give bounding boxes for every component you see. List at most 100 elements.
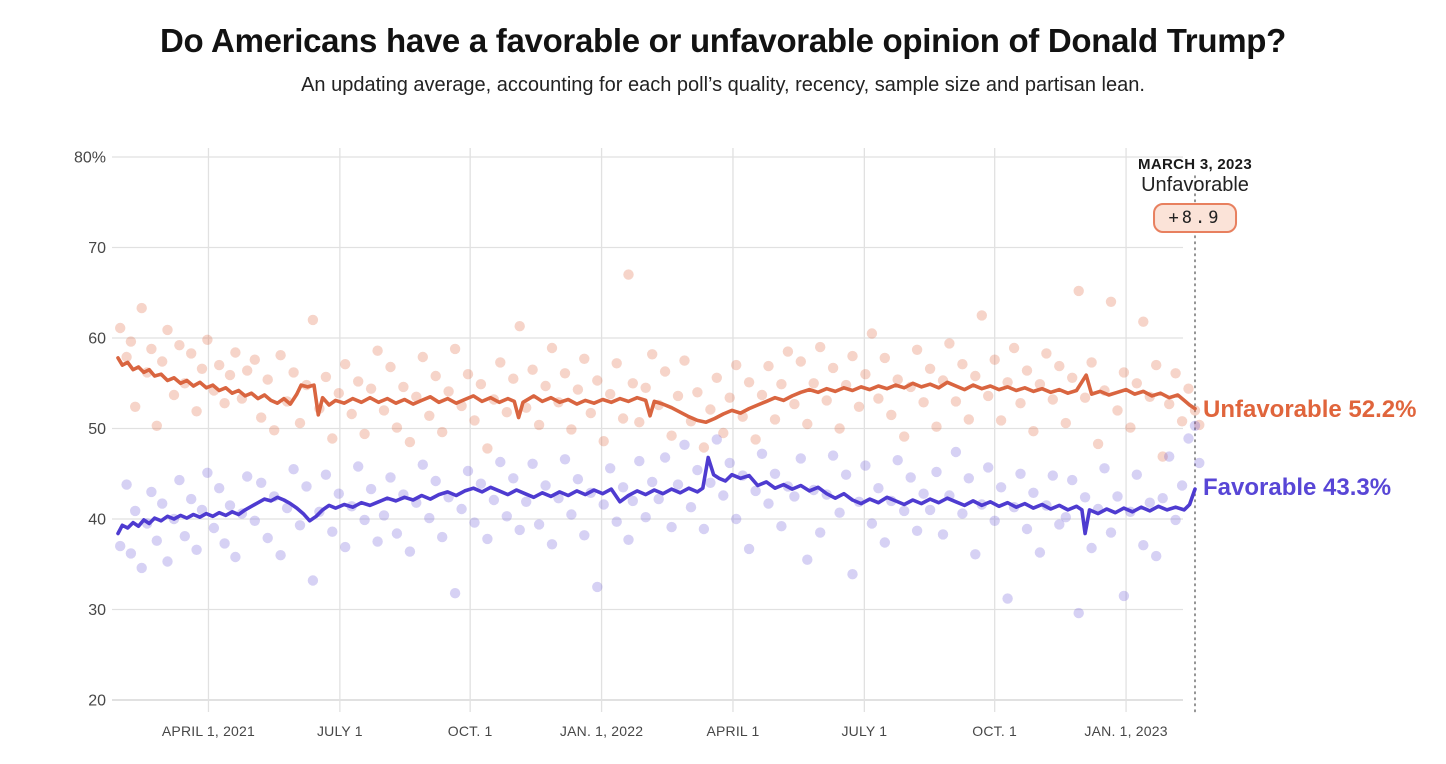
poll-dot-favorable bbox=[157, 498, 168, 509]
poll-dot-favorable bbox=[743, 543, 755, 555]
poll-dot-favorable bbox=[937, 529, 949, 540]
poll-dot-favorable bbox=[430, 475, 441, 487]
poll-dot-favorable bbox=[924, 504, 936, 516]
poll-dot-favorable bbox=[202, 467, 213, 478]
poll-dot-unfavorable bbox=[398, 381, 409, 393]
poll-dot-unfavorable bbox=[288, 367, 299, 378]
y-axis-tick-label: 40 bbox=[88, 512, 106, 529]
poll-dot-favorable bbox=[566, 509, 577, 520]
poll-dot-unfavorable bbox=[294, 417, 306, 429]
poll-dot-unfavorable bbox=[1067, 372, 1078, 383]
poll-dot-unfavorable bbox=[249, 354, 260, 365]
poll-dot-favorable bbox=[598, 499, 609, 510]
poll-dot-unfavorable bbox=[698, 442, 710, 453]
page-subtitle: An updating average, accounting for each… bbox=[301, 74, 1145, 96]
poll-dot-favorable bbox=[1118, 590, 1130, 602]
poll-dot-favorable bbox=[918, 488, 929, 499]
poll-dot-unfavorable bbox=[899, 431, 910, 442]
poll-dot-unfavorable bbox=[174, 340, 185, 351]
poll-dot-unfavorable bbox=[950, 396, 962, 407]
poll-dot-favorable bbox=[769, 468, 781, 479]
poll-dot-unfavorable bbox=[1015, 398, 1026, 409]
poll-dot-unfavorable bbox=[860, 369, 871, 380]
poll-dot-unfavorable bbox=[121, 351, 132, 363]
poll-dot-favorable bbox=[931, 466, 942, 478]
annotation-series-name: Unfavorable bbox=[1141, 174, 1249, 196]
poll-dot-favorable bbox=[1079, 492, 1091, 503]
poll-dot-favorable bbox=[640, 512, 651, 523]
poll-dot-favorable bbox=[892, 455, 903, 466]
poll-dot-unfavorable bbox=[705, 404, 716, 415]
poll-dot-favorable bbox=[756, 448, 768, 459]
poll-dot-favorable bbox=[1086, 542, 1097, 554]
poll-dot-unfavorable bbox=[275, 350, 286, 361]
poll-dot-favorable bbox=[623, 534, 634, 545]
poll-dot-unfavorable bbox=[711, 372, 722, 383]
poll-dot-unfavorable bbox=[404, 436, 416, 448]
poll-dot-favorable bbox=[281, 502, 293, 514]
poll-dot-favorable bbox=[333, 488, 344, 499]
poll-dot-favorable bbox=[125, 548, 137, 559]
poll-dot-favorable bbox=[208, 522, 220, 534]
poll-dot-favorable bbox=[963, 473, 974, 484]
poll-dot-favorable bbox=[353, 461, 364, 472]
poll-dot-unfavorable bbox=[230, 347, 241, 358]
poll-dot-unfavorable bbox=[918, 397, 929, 408]
poll-dot-favorable bbox=[611, 516, 622, 527]
poll-dot-favorable bbox=[815, 527, 826, 538]
poll-dot-favorable bbox=[1183, 433, 1194, 444]
poll-dot-favorable bbox=[1151, 550, 1162, 562]
poll-dot-favorable bbox=[130, 505, 141, 517]
poll-dot-unfavorable bbox=[911, 344, 923, 355]
poll-dot-favorable bbox=[627, 495, 638, 507]
poll-dot-unfavorable bbox=[879, 352, 890, 364]
poll-dot-unfavorable bbox=[527, 364, 538, 375]
poll-dot-favorable bbox=[301, 481, 312, 492]
poll-dot-favorable bbox=[559, 454, 571, 465]
spread-badge[interactable]: +8.9 bbox=[1152, 203, 1238, 233]
poll-dot-favorable bbox=[1176, 480, 1188, 491]
poll-dot-unfavorable bbox=[1164, 398, 1175, 410]
poll-dot-favorable bbox=[391, 528, 403, 539]
trend-line-unfavorable bbox=[116, 356, 1197, 424]
poll-dot-favorable bbox=[789, 491, 800, 502]
poll-dot-unfavorable bbox=[1131, 378, 1143, 389]
poll-dot-unfavorable bbox=[219, 398, 230, 409]
poll-dot-favorable bbox=[437, 531, 448, 543]
poll-dot-favorable bbox=[666, 521, 677, 533]
poll-dot-unfavorable bbox=[873, 393, 884, 404]
poll-dot-favorable bbox=[634, 455, 645, 467]
poll-dot-unfavorable bbox=[1047, 394, 1059, 405]
poll-dot-unfavorable bbox=[931, 421, 942, 432]
y-axis-tick-label: 30 bbox=[88, 602, 106, 619]
poll-dot-favorable bbox=[905, 472, 916, 483]
poll-dot-unfavorable bbox=[679, 355, 690, 366]
y-axis-tick-label: 70 bbox=[88, 240, 106, 257]
poll-dot-favorable bbox=[1034, 547, 1046, 558]
poll-dot-unfavorable bbox=[623, 269, 634, 280]
poll-dot-unfavorable bbox=[533, 419, 545, 431]
poll-dot-unfavorable bbox=[572, 384, 584, 395]
poll-dot-unfavorable bbox=[508, 373, 519, 384]
poll-dot-unfavorable bbox=[417, 351, 428, 363]
poll-dot-unfavorable bbox=[186, 348, 197, 359]
poll-dot-unfavorable bbox=[566, 424, 577, 435]
poll-dot-unfavorable bbox=[724, 392, 735, 403]
poll-dot-favorable bbox=[911, 525, 923, 536]
poll-dot-unfavorable bbox=[242, 365, 253, 376]
poll-dot-favorable bbox=[230, 551, 241, 563]
poll-dot-unfavorable bbox=[1194, 419, 1205, 431]
poll-dot-unfavorable bbox=[385, 361, 396, 373]
trend-line-favorable bbox=[116, 455, 1197, 536]
favorable-end-label: Favorable 43.3% bbox=[1203, 474, 1392, 501]
poll-dot-favorable bbox=[679, 439, 690, 450]
poll-dot-favorable bbox=[1170, 514, 1181, 526]
poll-dot-favorable bbox=[533, 519, 545, 530]
poll-dot-favorable bbox=[1073, 607, 1084, 619]
poll-dot-unfavorable bbox=[269, 425, 280, 436]
poll-dot-unfavorable bbox=[1170, 368, 1181, 379]
annotation-date: MARCH 3, 2023 bbox=[1138, 156, 1252, 173]
poll-dot-unfavorable bbox=[776, 379, 787, 390]
poll-dot-favorable bbox=[385, 472, 396, 483]
poll-dot-favorable bbox=[672, 479, 684, 490]
